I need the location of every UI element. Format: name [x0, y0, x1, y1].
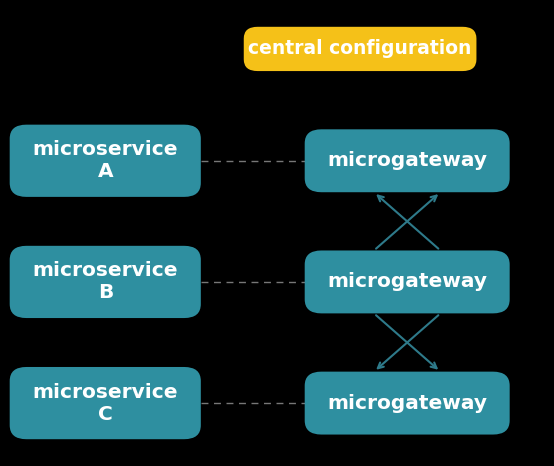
FancyBboxPatch shape	[10, 367, 201, 439]
Text: central configuration: central configuration	[248, 40, 472, 58]
FancyBboxPatch shape	[305, 129, 510, 192]
Text: microservice
B: microservice B	[33, 261, 178, 302]
Text: microgateway: microgateway	[327, 273, 487, 291]
FancyBboxPatch shape	[10, 246, 201, 318]
Text: microservice
C: microservice C	[33, 383, 178, 424]
FancyBboxPatch shape	[305, 251, 510, 313]
FancyBboxPatch shape	[305, 372, 510, 434]
Text: microgateway: microgateway	[327, 394, 487, 412]
Text: microservice
A: microservice A	[33, 140, 178, 181]
Text: microgateway: microgateway	[327, 151, 487, 170]
FancyBboxPatch shape	[244, 27, 476, 71]
FancyBboxPatch shape	[10, 124, 201, 197]
